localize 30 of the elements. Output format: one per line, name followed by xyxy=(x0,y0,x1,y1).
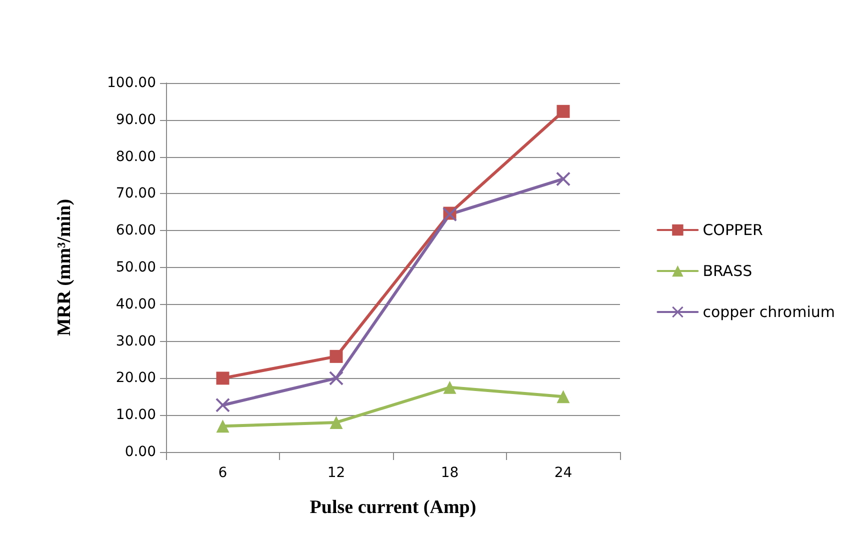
x-axis-title: Pulse current (Amp) xyxy=(310,497,476,518)
legend-label: BRASS xyxy=(702,262,752,280)
y-tick-label: 40.00 xyxy=(116,296,156,312)
x-tick-label: 18 xyxy=(440,465,459,481)
point xyxy=(216,372,230,385)
y-tick-label: 80.00 xyxy=(116,148,156,165)
point xyxy=(330,350,343,363)
y-tick-label: 70.00 xyxy=(116,186,156,202)
y-axis-title: MRR (mm³/min) xyxy=(54,198,75,336)
x-tick-label: 24 xyxy=(554,465,572,481)
x-tick-label: 6 xyxy=(218,465,228,481)
y-tick-label: 20.00 xyxy=(116,370,156,386)
point xyxy=(443,380,456,394)
y-tick-label: 50.00 xyxy=(116,260,156,276)
point xyxy=(330,416,343,429)
y-tick-label: 0.00 xyxy=(124,444,156,460)
point xyxy=(556,104,570,118)
y-tick-label: 10.00 xyxy=(116,407,156,424)
legend-label: COPPER xyxy=(702,221,763,239)
y-tick-label: 30.00 xyxy=(116,333,156,350)
y-tick-label: 90.00 xyxy=(116,112,156,128)
y-tick-label: 60.00 xyxy=(116,222,156,239)
point xyxy=(556,390,570,404)
legend-label: copper chromium xyxy=(702,303,836,321)
point xyxy=(216,398,230,412)
point xyxy=(216,420,230,433)
y-tick-label: 100.00 xyxy=(107,75,156,91)
x-tick-label: 12 xyxy=(327,465,346,481)
point xyxy=(329,371,344,386)
point xyxy=(556,172,570,186)
